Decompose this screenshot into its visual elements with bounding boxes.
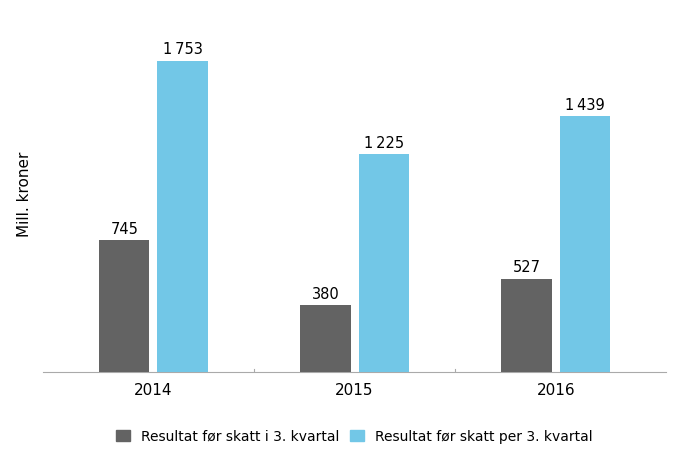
Text: 745: 745: [111, 222, 138, 237]
Text: 1 225: 1 225: [363, 136, 404, 151]
Y-axis label: Mill. kroner: Mill. kroner: [16, 152, 31, 237]
Bar: [501, 279, 552, 372]
Bar: [99, 240, 150, 372]
Bar: [301, 305, 350, 372]
Text: 1 439: 1 439: [565, 98, 604, 113]
Legend: Resultat før skatt i 3. kvartal, Resultat før skatt per 3. kvartal: Resultat før skatt i 3. kvartal, Resulta…: [116, 429, 593, 444]
Text: 527: 527: [512, 261, 540, 276]
Text: 1 753: 1 753: [163, 42, 203, 57]
Bar: [158, 60, 208, 372]
Bar: [359, 154, 409, 372]
Bar: [560, 116, 610, 372]
Text: 380: 380: [311, 286, 339, 301]
